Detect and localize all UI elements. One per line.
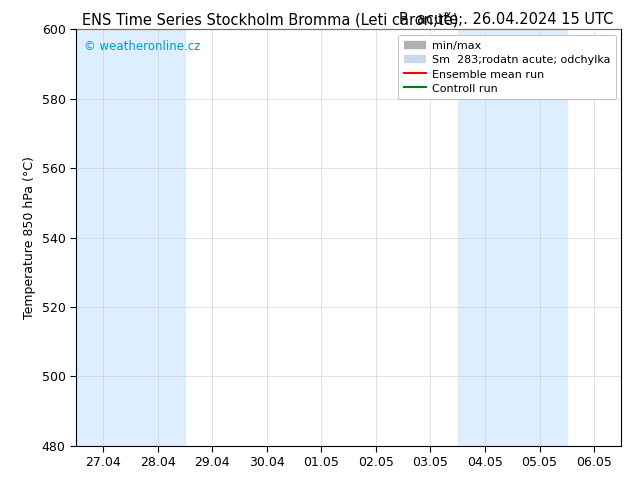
- Text: ENS Time Series Stockholm Bromma (Leti caron;tě): ENS Time Series Stockholm Bromma (Leti c…: [82, 12, 459, 28]
- Legend: min/max, Sm  283;rodatn acute; odchylka, Ensemble mean run, Controll run: min/max, Sm 283;rodatn acute; odchylka, …: [398, 35, 616, 99]
- Bar: [76, 29, 185, 446]
- Text: © weatheronline.cz: © weatheronline.cz: [84, 40, 200, 53]
- Bar: [458, 29, 567, 446]
- Text: P  acute;. 26.04.2024 15 UTC: P acute;. 26.04.2024 15 UTC: [399, 12, 614, 27]
- Y-axis label: Temperature 850 hPa (°C): Temperature 850 hPa (°C): [23, 156, 36, 319]
